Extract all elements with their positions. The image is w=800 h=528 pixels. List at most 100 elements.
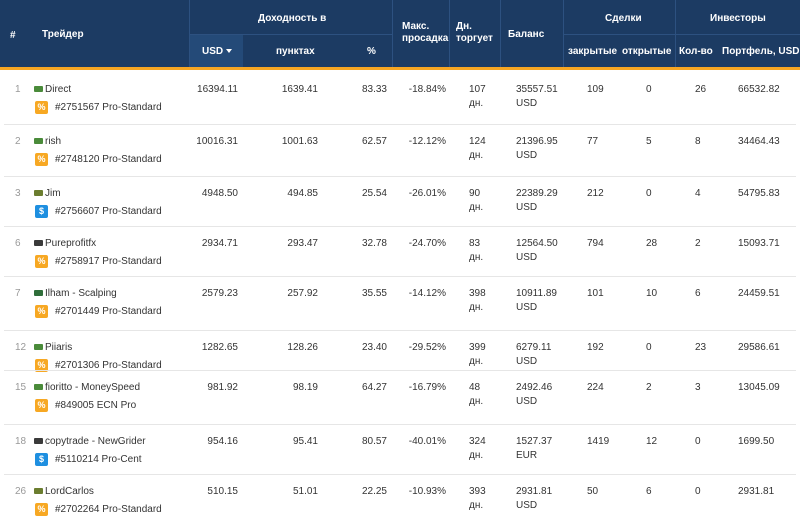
deals-closed: 212	[587, 188, 604, 199]
investors-portfolio: 29586.61	[738, 342, 780, 353]
days-trading: 107	[469, 84, 486, 95]
col-usd-label[interactable]: USD	[202, 46, 224, 57]
yield-usd: 1282.65	[201, 342, 238, 353]
investors-portfolio: 15093.71	[738, 238, 780, 249]
col-open[interactable]: открытые	[622, 46, 672, 57]
col-usd[interactable]: USD	[202, 46, 233, 58]
col-percent[interactable]: %	[367, 46, 376, 57]
trader-name-cell[interactable]: Jim	[34, 188, 61, 200]
max-drawdown: -40.01%	[408, 436, 446, 447]
balance-currency: USD	[516, 98, 538, 109]
col-count[interactable]: Кол-во	[679, 46, 713, 57]
account-info: #2702264 Pro-Standard	[55, 504, 162, 515]
yield-usd: 954.16	[207, 436, 238, 447]
yield-points: 494.85	[287, 188, 318, 199]
balance-value: 12564.50	[516, 238, 558, 249]
trader-name-cell[interactable]: copytrade - NewGrider	[34, 436, 146, 448]
trader-name-cell[interactable]: fioritto - MoneySpeed	[34, 382, 140, 394]
yield-percent: 25.54	[361, 188, 387, 199]
percent-badge-icon: %	[35, 503, 48, 516]
trader-name-cell[interactable]: Direct	[34, 84, 71, 96]
max-drawdown: -12.12%	[408, 136, 446, 147]
col-balance[interactable]: Баланс	[508, 29, 545, 40]
rank: 26	[15, 486, 27, 497]
yield-usd: 2934.71	[201, 238, 238, 249]
balance-currency: USD	[516, 356, 538, 367]
deals-closed: 50	[587, 486, 599, 497]
yield-points: 95.41	[292, 436, 318, 447]
divider-line	[4, 176, 796, 177]
investors-portfolio: 1699.50	[738, 436, 775, 447]
investors-count: 8	[695, 136, 701, 147]
yield-usd: 4948.50	[201, 188, 238, 199]
yield-usd: 510.15	[207, 486, 238, 497]
deals-open: 28	[646, 238, 658, 249]
balance-currency: USD	[516, 500, 538, 511]
days-unit: дн.	[469, 302, 484, 313]
trader-name[interactable]: copytrade - NewGrider	[45, 436, 146, 447]
balance-value: 10911.89	[516, 288, 557, 299]
col-trader[interactable]: Трейдер	[42, 29, 84, 40]
trader-name-cell[interactable]: rish	[34, 136, 61, 148]
country-flag-icon	[34, 86, 43, 93]
investors-portfolio: 66532.82	[738, 84, 780, 95]
sort-down-icon[interactable]	[226, 49, 233, 54]
deals-open: 2	[646, 382, 652, 393]
yield-points: 98.19	[292, 382, 318, 393]
header-accent-bar	[0, 67, 800, 70]
trader-name[interactable]: Jim	[45, 188, 61, 199]
days-trading: 398	[469, 288, 486, 299]
trader-name[interactable]: Direct	[45, 84, 72, 95]
trader-name[interactable]: fioritto - MoneySpeed	[45, 382, 141, 393]
trader-name-cell[interactable]: Pureprofitfx	[34, 238, 96, 250]
yield-usd: 10016.31	[196, 136, 238, 147]
balance-value: 21396.95	[516, 136, 558, 147]
percent-badge-icon: %	[35, 399, 48, 412]
rank: 3	[15, 188, 21, 199]
col-portfolio[interactable]: Портфель, USD	[722, 46, 800, 57]
account-info: #2748120 Pro-Standard	[55, 154, 162, 165]
col-days[interactable]: Дн. торгует	[456, 21, 493, 44]
deals-open: 6	[646, 486, 652, 497]
account-info: #2758917 Pro-Standard	[55, 256, 162, 267]
col-drawdown[interactable]: Макс. просадка	[402, 21, 449, 44]
col-points[interactable]: пунктах	[276, 46, 315, 57]
percent-badge-icon: %	[35, 255, 48, 268]
trader-name[interactable]: Pureprofitfx	[45, 238, 97, 249]
yield-usd: 16394.11	[197, 84, 238, 95]
max-drawdown: -14.12%	[408, 288, 446, 299]
percent-badge-icon: %	[35, 359, 48, 372]
trader-name-cell[interactable]: Ilham - Scalping	[34, 288, 117, 300]
days-trading: 90	[469, 188, 481, 199]
investors-count: 0	[695, 436, 701, 447]
balance-value: 22389.29	[516, 188, 558, 199]
yield-points: 1639.41	[281, 84, 318, 95]
percent-badge-icon: %	[35, 153, 48, 166]
country-flag-icon	[34, 488, 43, 495]
trader-name[interactable]: LordCarlos	[45, 486, 94, 497]
investors-count: 6	[695, 288, 701, 299]
trader-name-cell[interactable]: Piiaris	[34, 342, 72, 354]
deals-closed: 101	[587, 288, 604, 299]
investors-count: 4	[695, 188, 701, 199]
percent-badge-icon: %	[35, 305, 48, 318]
divider-line	[4, 226, 796, 227]
max-drawdown: -29.52%	[408, 342, 446, 353]
yield-percent: 35.55	[361, 288, 387, 299]
yield-percent: 64.27	[361, 382, 387, 393]
investors-count: 2	[695, 238, 701, 249]
col-closed[interactable]: закрытые	[568, 46, 618, 57]
yield-usd: 2579.23	[201, 288, 238, 299]
country-flag-icon	[34, 438, 43, 445]
days-unit: дн.	[469, 500, 484, 511]
trader-name[interactable]: Ilham - Scalping	[45, 288, 117, 299]
trader-name-cell[interactable]: LordCarlos	[34, 486, 94, 498]
trader-name[interactable]: Piiaris	[45, 342, 73, 353]
investors-count: 0	[695, 486, 701, 497]
investors-portfolio: 13045.09	[738, 382, 780, 393]
col-num: #	[10, 30, 16, 41]
rank: 18	[15, 436, 27, 447]
usd-sort-cell[interactable]	[189, 35, 243, 67]
trader-name[interactable]: rish	[45, 136, 62, 147]
